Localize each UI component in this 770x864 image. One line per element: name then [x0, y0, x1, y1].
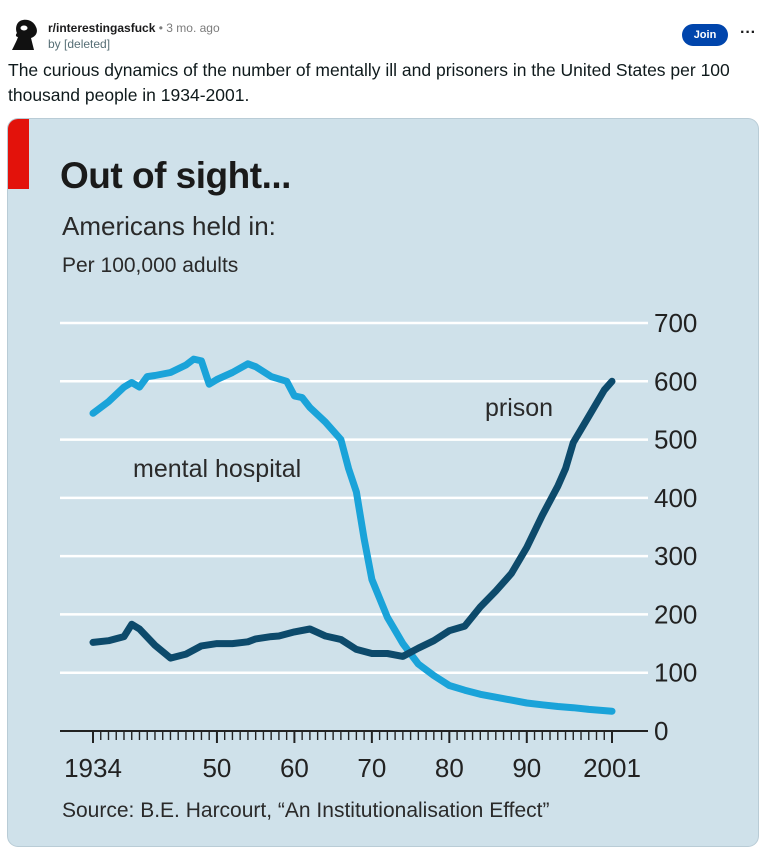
x-tick-label-70: 70 — [357, 753, 386, 783]
y-tick-label-0: 0 — [654, 716, 668, 746]
x-tick-label-2001: 2001 — [583, 753, 641, 783]
series-label-mental-hospital: mental hospital — [133, 455, 301, 483]
series-line-mental-hospital — [89, 355, 616, 715]
y-tick-label-300: 300 — [654, 541, 697, 571]
y-tick-label-500: 500 — [654, 425, 697, 455]
y-tick-label-700: 700 — [654, 308, 697, 338]
series-line-prison — [89, 377, 616, 662]
subreddit-link[interactable]: r/interestingasfuck — [48, 21, 156, 35]
chart-unit-note: Per 100,000 adults — [62, 254, 239, 277]
more-options-icon[interactable]: ··· — [740, 24, 756, 41]
post-author: by [deleted] — [48, 37, 111, 51]
y-tick-label-200: 200 — [654, 599, 697, 629]
line-chart: 0 100 200 300 400 500 600 700 1934 50 60 70 80 90 2001… — [60, 308, 697, 783]
y-tick-label-100: 100 — [654, 658, 697, 688]
post-time: 3 mo. ago — [166, 21, 220, 35]
y-tick-label-400: 400 — [654, 483, 697, 513]
x-tick-label-80: 80 — [435, 753, 464, 783]
x-tick-label-90: 90 — [512, 753, 541, 783]
x-tick-label-50: 50 — [202, 753, 231, 783]
post-title[interactable]: The curious dynamics of the number of me… — [8, 60, 730, 105]
red-accent-bar — [8, 119, 29, 189]
chart-title: Out of sight... — [60, 155, 291, 196]
chart-subtitle: Americans held in: — [62, 211, 276, 241]
deleted-user-avatar-icon[interactable] — [10, 18, 42, 52]
y-tick-label-600: 600 — [654, 366, 697, 396]
chart-image[interactable]: Out of sight... Americans held in: Per 1… — [8, 119, 758, 846]
post-meta: r/interestingasfuck • 3 mo. ago by [dele… — [48, 20, 220, 52]
chart-source: Source: B.E. Harcourt, “An Institutional… — [62, 799, 550, 822]
post-header: r/interestingasfuck • 3 mo. ago by [dele… — [0, 0, 770, 56]
x-tick-label-60: 60 — [280, 753, 309, 783]
join-button[interactable]: Join — [682, 24, 728, 46]
meta-separator: • — [158, 21, 163, 35]
x-tick-label-1934: 1934 — [64, 753, 122, 783]
series-label-prison: prison — [485, 394, 553, 422]
